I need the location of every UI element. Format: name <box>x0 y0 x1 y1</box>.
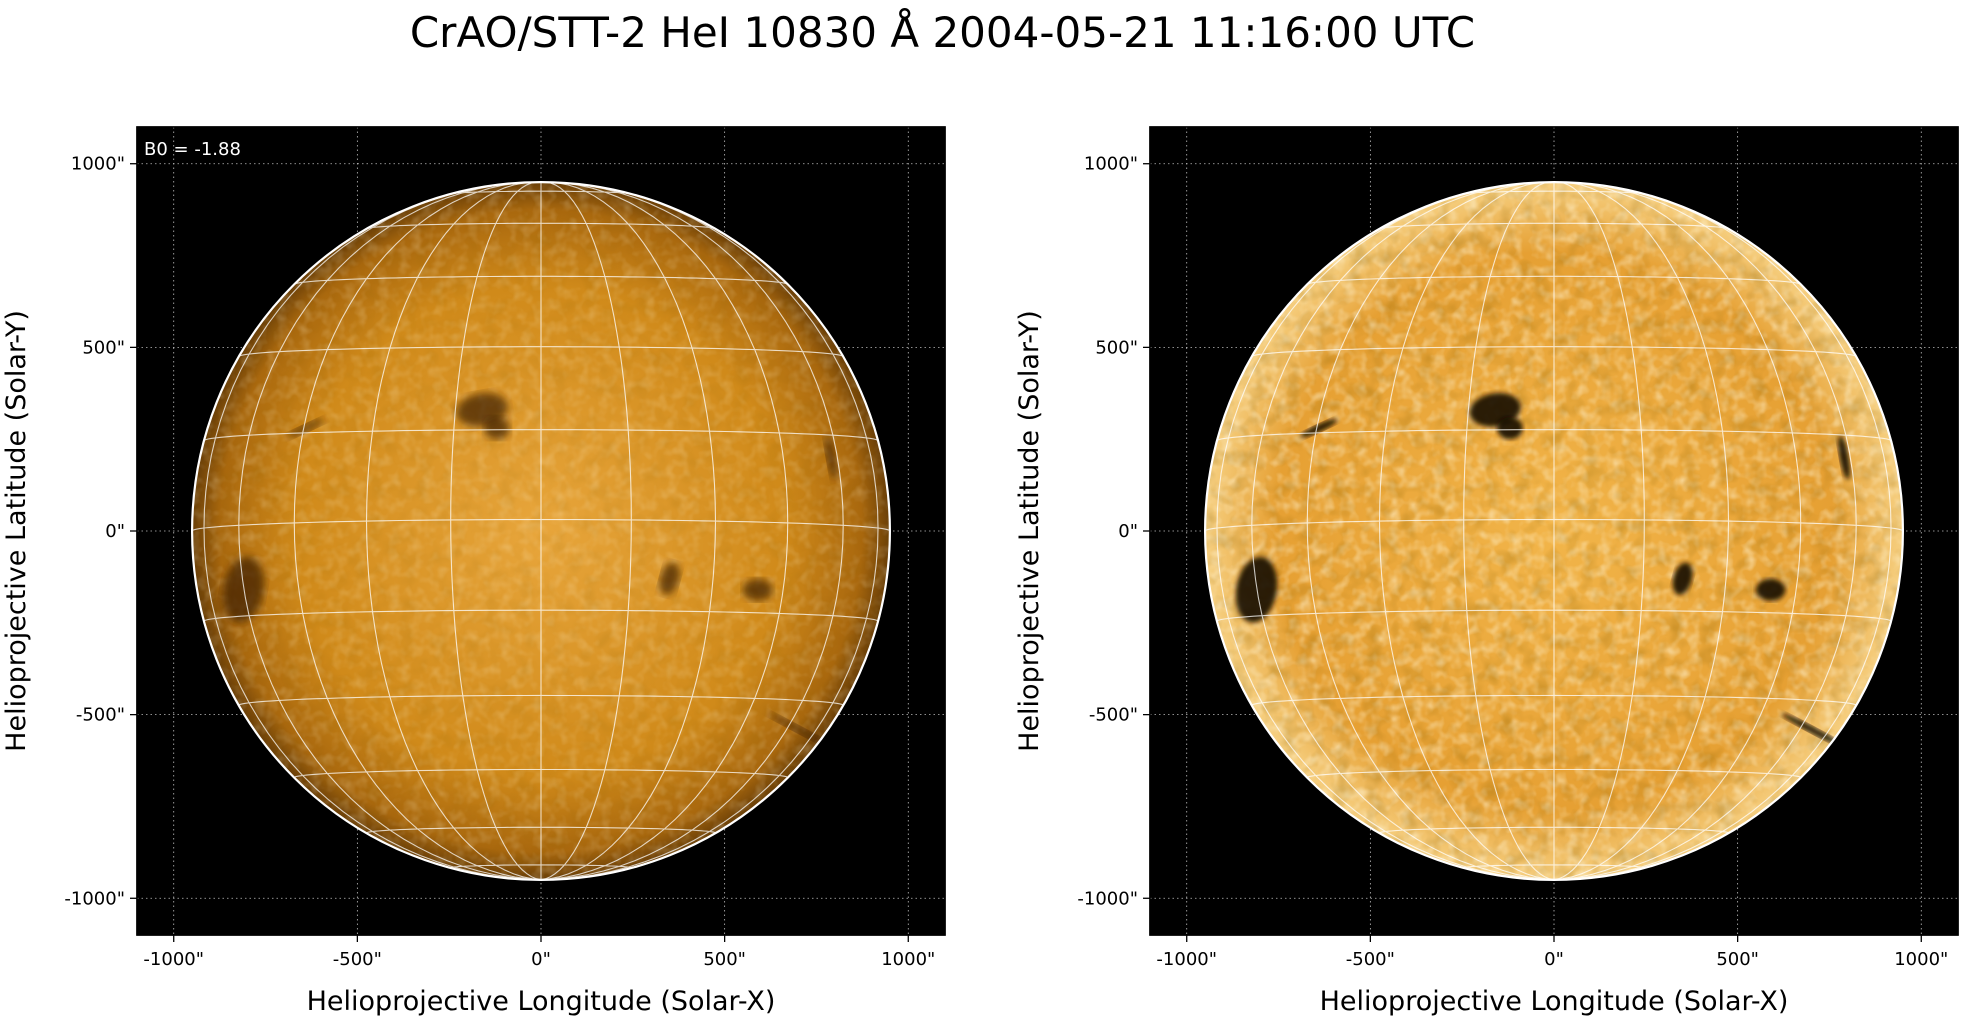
parallel-line <box>1216 429 1892 442</box>
x-tick-label: 0" <box>531 949 551 970</box>
y-tick-label: -1000" <box>64 888 125 909</box>
x-axis-label: Helioprojective Longitude (Solar-X) <box>1320 986 1789 1017</box>
heliographic-grid <box>1205 182 1903 880</box>
x-tick-label: 1000" <box>881 949 935 970</box>
solar-image-panel-2: -1000" -500" 0" 500" 1000" 1000" 500" 0" -500" -1… <box>1014 126 1959 1017</box>
dark-filament <box>1838 435 1850 480</box>
dark-filament <box>825 435 837 480</box>
dark-filament <box>659 562 680 595</box>
dark-filament <box>768 713 828 746</box>
y-tick-label: -1000" <box>1077 888 1138 909</box>
y-tick-label: 1000" <box>1084 154 1138 175</box>
b0-annotation: B0 = -1.88 <box>144 139 241 160</box>
x-tick-label: 0" <box>1544 949 1564 970</box>
x-tick-label: 500" <box>703 949 746 970</box>
x-tick-label: -500" <box>333 949 382 970</box>
parallel-line <box>293 768 789 778</box>
parallel-line <box>1463 190 1645 195</box>
y-tick-label: 0" <box>105 521 125 542</box>
limb-circle <box>1203 180 1905 882</box>
parallel-line <box>1379 222 1729 230</box>
y-tick-label: 500" <box>1095 337 1138 358</box>
dark-filament <box>743 578 773 601</box>
parallel-line <box>1251 346 1857 357</box>
dark-filament <box>1497 417 1523 440</box>
x-tick-label: 500" <box>1716 949 1759 970</box>
dark-filament <box>1781 713 1841 746</box>
dark-features <box>1235 392 1850 746</box>
parallel-line <box>1306 768 1802 778</box>
parallel-line <box>238 694 844 706</box>
parallel-line <box>1306 275 1802 285</box>
dark-features <box>222 392 837 746</box>
parallel-line <box>450 864 632 869</box>
parallel-line <box>203 609 879 622</box>
parallel-line <box>238 346 844 357</box>
y-tick-label: -500" <box>1089 705 1138 726</box>
y-axis-label: Helioprojective Latitude (Solar-Y) <box>1014 310 1045 752</box>
dark-filament <box>484 417 510 440</box>
parallel-line <box>203 429 879 442</box>
parallel-line <box>1251 694 1857 706</box>
parallel-line <box>293 275 789 285</box>
parallel-line <box>1379 826 1729 834</box>
parallel-line <box>450 190 632 195</box>
x-tick-label: -500" <box>1346 949 1395 970</box>
y-tick-label: 0" <box>1118 521 1138 542</box>
parallel-line <box>366 826 716 834</box>
parallel-line <box>1463 864 1645 869</box>
parallel-line <box>366 222 716 230</box>
y-tick-label: 1000" <box>71 154 125 175</box>
y-axis-label: Helioprojective Latitude (Solar-Y) <box>1 310 32 752</box>
dark-filament <box>222 557 265 623</box>
dark-filament <box>1756 578 1786 601</box>
dark-filament <box>1672 562 1693 595</box>
y-tick-label: -500" <box>76 705 125 726</box>
y-tick-label: 500" <box>82 337 125 358</box>
x-tick-label: 1000" <box>1894 949 1948 970</box>
parallel-line <box>1216 609 1892 622</box>
x-axis-label: Helioprojective Longitude (Solar-X) <box>307 986 776 1017</box>
solar-image-panel-1: -1000" -500" 0" 500" 1000" 1000" 500" 0" -500" -1… <box>1 126 946 1017</box>
parallel-line <box>192 519 890 532</box>
parallel-line <box>1205 519 1903 532</box>
figure-title: CrAO/STT-2 HeI 10830 Å 2004-05-21 11:16:… <box>409 8 1476 57</box>
limb-circle <box>190 180 892 882</box>
x-tick-label: -1000" <box>143 949 204 970</box>
dark-filament <box>1235 557 1278 623</box>
x-tick-label: -1000" <box>1156 949 1217 970</box>
